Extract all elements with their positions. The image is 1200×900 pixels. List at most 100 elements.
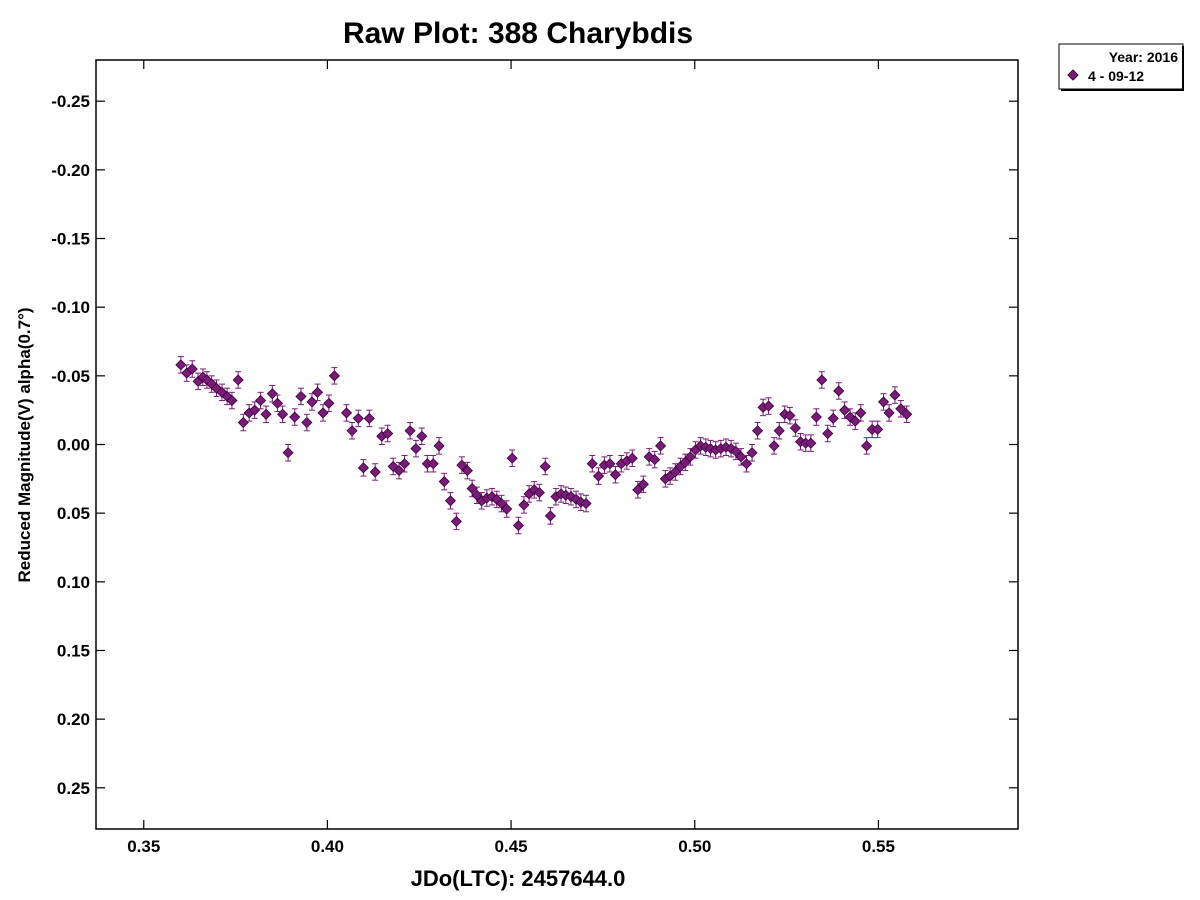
y-tick-label: -0.15 bbox=[51, 230, 90, 249]
data-point bbox=[746, 444, 758, 462]
data-point bbox=[271, 394, 284, 413]
data-point bbox=[518, 496, 530, 514]
data-point bbox=[369, 463, 381, 481]
y-tick-label: 0.25 bbox=[57, 779, 90, 798]
y-tick-label: 0.05 bbox=[57, 504, 90, 523]
y-tick-label: 0.10 bbox=[57, 573, 90, 592]
diamond-marker bbox=[565, 491, 577, 503]
diamond-marker bbox=[495, 497, 508, 510]
diamond-marker bbox=[649, 454, 661, 466]
data-point bbox=[872, 420, 884, 439]
diamond-marker bbox=[416, 430, 428, 442]
data-point bbox=[461, 461, 473, 480]
legend-box bbox=[1058, 43, 1184, 90]
data-point bbox=[306, 393, 318, 411]
diamond-marker bbox=[306, 396, 318, 408]
data-point bbox=[346, 422, 358, 440]
data-point bbox=[481, 489, 493, 507]
data-point bbox=[822, 424, 834, 443]
diamond-marker bbox=[382, 427, 394, 440]
diamond-marker bbox=[883, 407, 895, 419]
diamond-marker bbox=[637, 478, 649, 490]
diamond-marker bbox=[592, 470, 605, 482]
diamond-marker bbox=[512, 519, 524, 532]
diamond-marker bbox=[254, 394, 267, 407]
diamond-marker bbox=[751, 425, 764, 437]
diamond-marker bbox=[311, 386, 324, 398]
data-point bbox=[352, 409, 364, 428]
legend-header: Year: 2016 bbox=[1109, 49, 1178, 65]
data-point bbox=[659, 470, 671, 488]
data-point bbox=[491, 490, 503, 509]
data-point bbox=[805, 434, 817, 452]
diamond-marker bbox=[827, 412, 839, 424]
diamond-marker bbox=[393, 465, 405, 477]
data-point bbox=[289, 408, 301, 426]
diamond-marker bbox=[533, 486, 545, 499]
data-point bbox=[357, 459, 369, 477]
diamond-marker bbox=[271, 397, 284, 409]
diamond-marker bbox=[175, 359, 187, 371]
y-tick-label: -0.20 bbox=[51, 161, 90, 180]
diamond-marker bbox=[206, 378, 218, 390]
diamond-marker bbox=[730, 445, 742, 457]
diamond-marker bbox=[328, 370, 340, 382]
diamond-marker bbox=[410, 443, 422, 455]
diamond-marker bbox=[346, 425, 358, 437]
data-point bbox=[861, 437, 873, 455]
diamond-marker bbox=[363, 412, 375, 424]
data-point bbox=[528, 481, 540, 499]
diamond-marker bbox=[266, 388, 278, 400]
data-point bbox=[450, 512, 462, 531]
legend-marker-diamond-icon bbox=[1067, 69, 1079, 81]
diamond-marker bbox=[632, 484, 644, 496]
diamond-marker bbox=[518, 499, 530, 511]
data-point bbox=[580, 494, 592, 513]
data-point bbox=[604, 454, 616, 473]
data-point bbox=[883, 404, 895, 422]
x-tick-label: 0.40 bbox=[311, 837, 344, 856]
diamond-marker bbox=[323, 397, 335, 409]
data-point bbox=[404, 422, 416, 440]
diamond-marker bbox=[725, 443, 737, 455]
diamond-marker bbox=[450, 515, 462, 527]
diamond-marker bbox=[844, 411, 856, 423]
diamond-marker bbox=[352, 412, 364, 424]
data-point bbox=[789, 419, 801, 437]
data-point bbox=[655, 437, 667, 455]
data-point bbox=[533, 483, 545, 502]
diamond-marker bbox=[580, 497, 592, 510]
diamond-marker bbox=[746, 447, 758, 459]
diamond-marker bbox=[763, 400, 775, 412]
data-point bbox=[393, 461, 405, 480]
data-point bbox=[565, 487, 577, 506]
data-point bbox=[844, 408, 856, 426]
diamond-marker bbox=[895, 403, 907, 415]
y-tick-label: 0.15 bbox=[57, 641, 90, 660]
data-point bbox=[877, 393, 890, 411]
diamond-marker bbox=[570, 493, 582, 505]
data-point bbox=[637, 475, 649, 494]
diamond-marker bbox=[387, 460, 399, 473]
diamond-marker bbox=[260, 408, 272, 420]
y-tick-label: -0.25 bbox=[51, 92, 90, 111]
data-series bbox=[175, 356, 913, 535]
diamond-marker bbox=[768, 440, 780, 452]
diamond-marker bbox=[282, 447, 294, 459]
diamond-marker bbox=[849, 415, 861, 427]
diamond-marker bbox=[872, 423, 884, 435]
diamond-marker bbox=[221, 390, 233, 403]
data-point bbox=[382, 424, 394, 443]
x-tick-label: 0.45 bbox=[495, 837, 528, 856]
data-point bbox=[323, 394, 335, 413]
data-point bbox=[363, 409, 375, 428]
data-point bbox=[243, 404, 255, 422]
data-point bbox=[649, 450, 661, 469]
diamond-marker bbox=[901, 408, 913, 420]
diamond-marker bbox=[186, 363, 198, 375]
data-point bbox=[282, 444, 294, 462]
diamond-marker bbox=[544, 510, 556, 522]
data-point bbox=[433, 437, 445, 455]
data-point bbox=[849, 412, 861, 430]
